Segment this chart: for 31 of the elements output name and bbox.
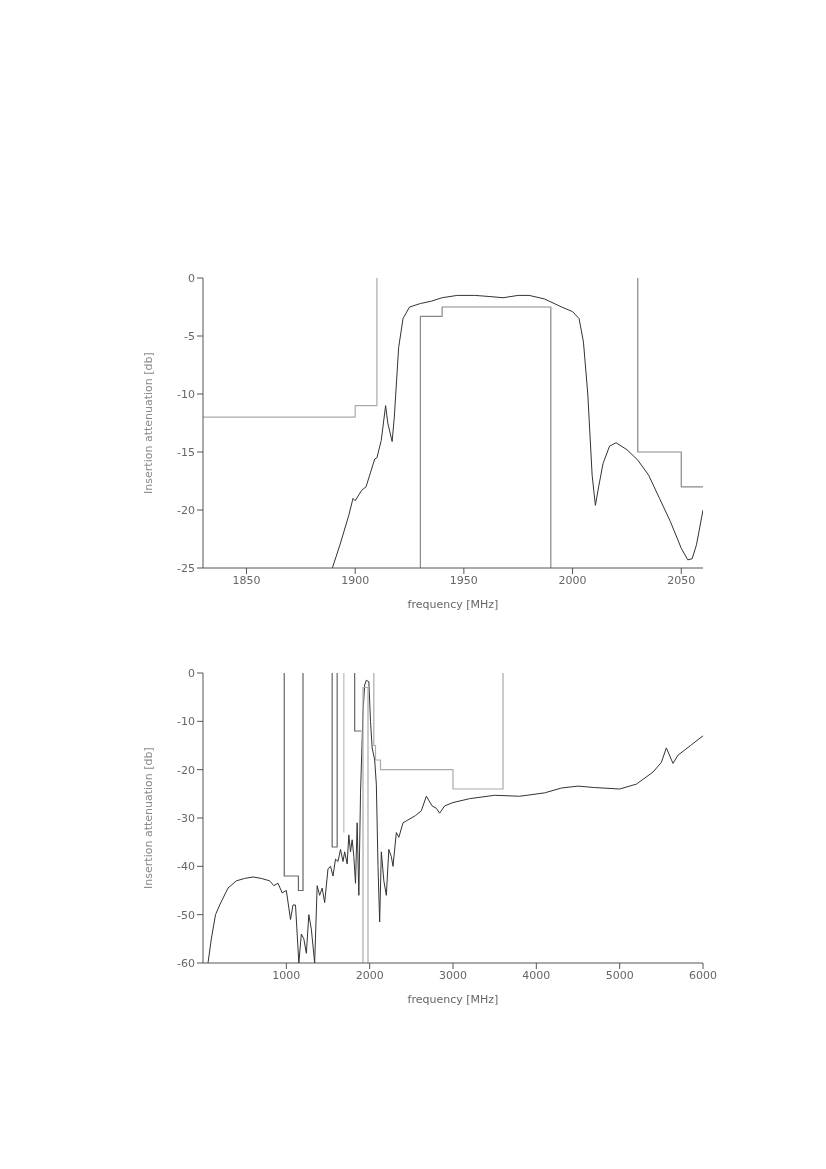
x-axis-title: frequency [MHz]: [407, 598, 499, 611]
x-tick-label: 1950: [449, 573, 478, 587]
y-tick-label: -40: [177, 860, 195, 874]
line-series: [207, 679, 703, 963]
y-tick-label: -10: [177, 387, 195, 401]
y-tick-label: -50: [177, 908, 195, 922]
y-tick-label: -20: [177, 763, 195, 777]
y-tick-label: -5: [184, 329, 195, 343]
x-tick-label: 2000: [355, 968, 384, 982]
x-tick-label: 5000: [605, 968, 634, 982]
x-axis-title: frequency [MHz]: [407, 993, 499, 1006]
x-tick-label: 1900: [341, 573, 370, 587]
y-tick-label: -30: [177, 811, 195, 825]
y-tick-label: -60: [177, 956, 195, 970]
y-axis-title: Insertion attenuation [db]: [141, 747, 155, 889]
y-tick-label: -25: [177, 561, 195, 575]
line-series: [373, 673, 504, 790]
y-tick-label: -15: [177, 445, 195, 459]
x-tick-label: 1850: [232, 573, 261, 587]
line-series: [331, 294, 703, 568]
x-tick-label: 6000: [689, 968, 717, 982]
x-tick-label: 2050: [667, 573, 696, 587]
y-tick-label: -10: [177, 715, 195, 729]
x-tick-label: 1000: [272, 968, 301, 982]
x-tick-label: 4000: [522, 968, 551, 982]
y-tick-label: 0: [188, 271, 195, 285]
x-tick-label: 2000: [558, 573, 587, 587]
y-axis-title: Insertion attenuation [db]: [141, 352, 155, 494]
y-tick-label: -20: [177, 503, 195, 517]
y-tick-label: 0: [188, 666, 195, 680]
x-tick-label: 3000: [439, 968, 467, 982]
